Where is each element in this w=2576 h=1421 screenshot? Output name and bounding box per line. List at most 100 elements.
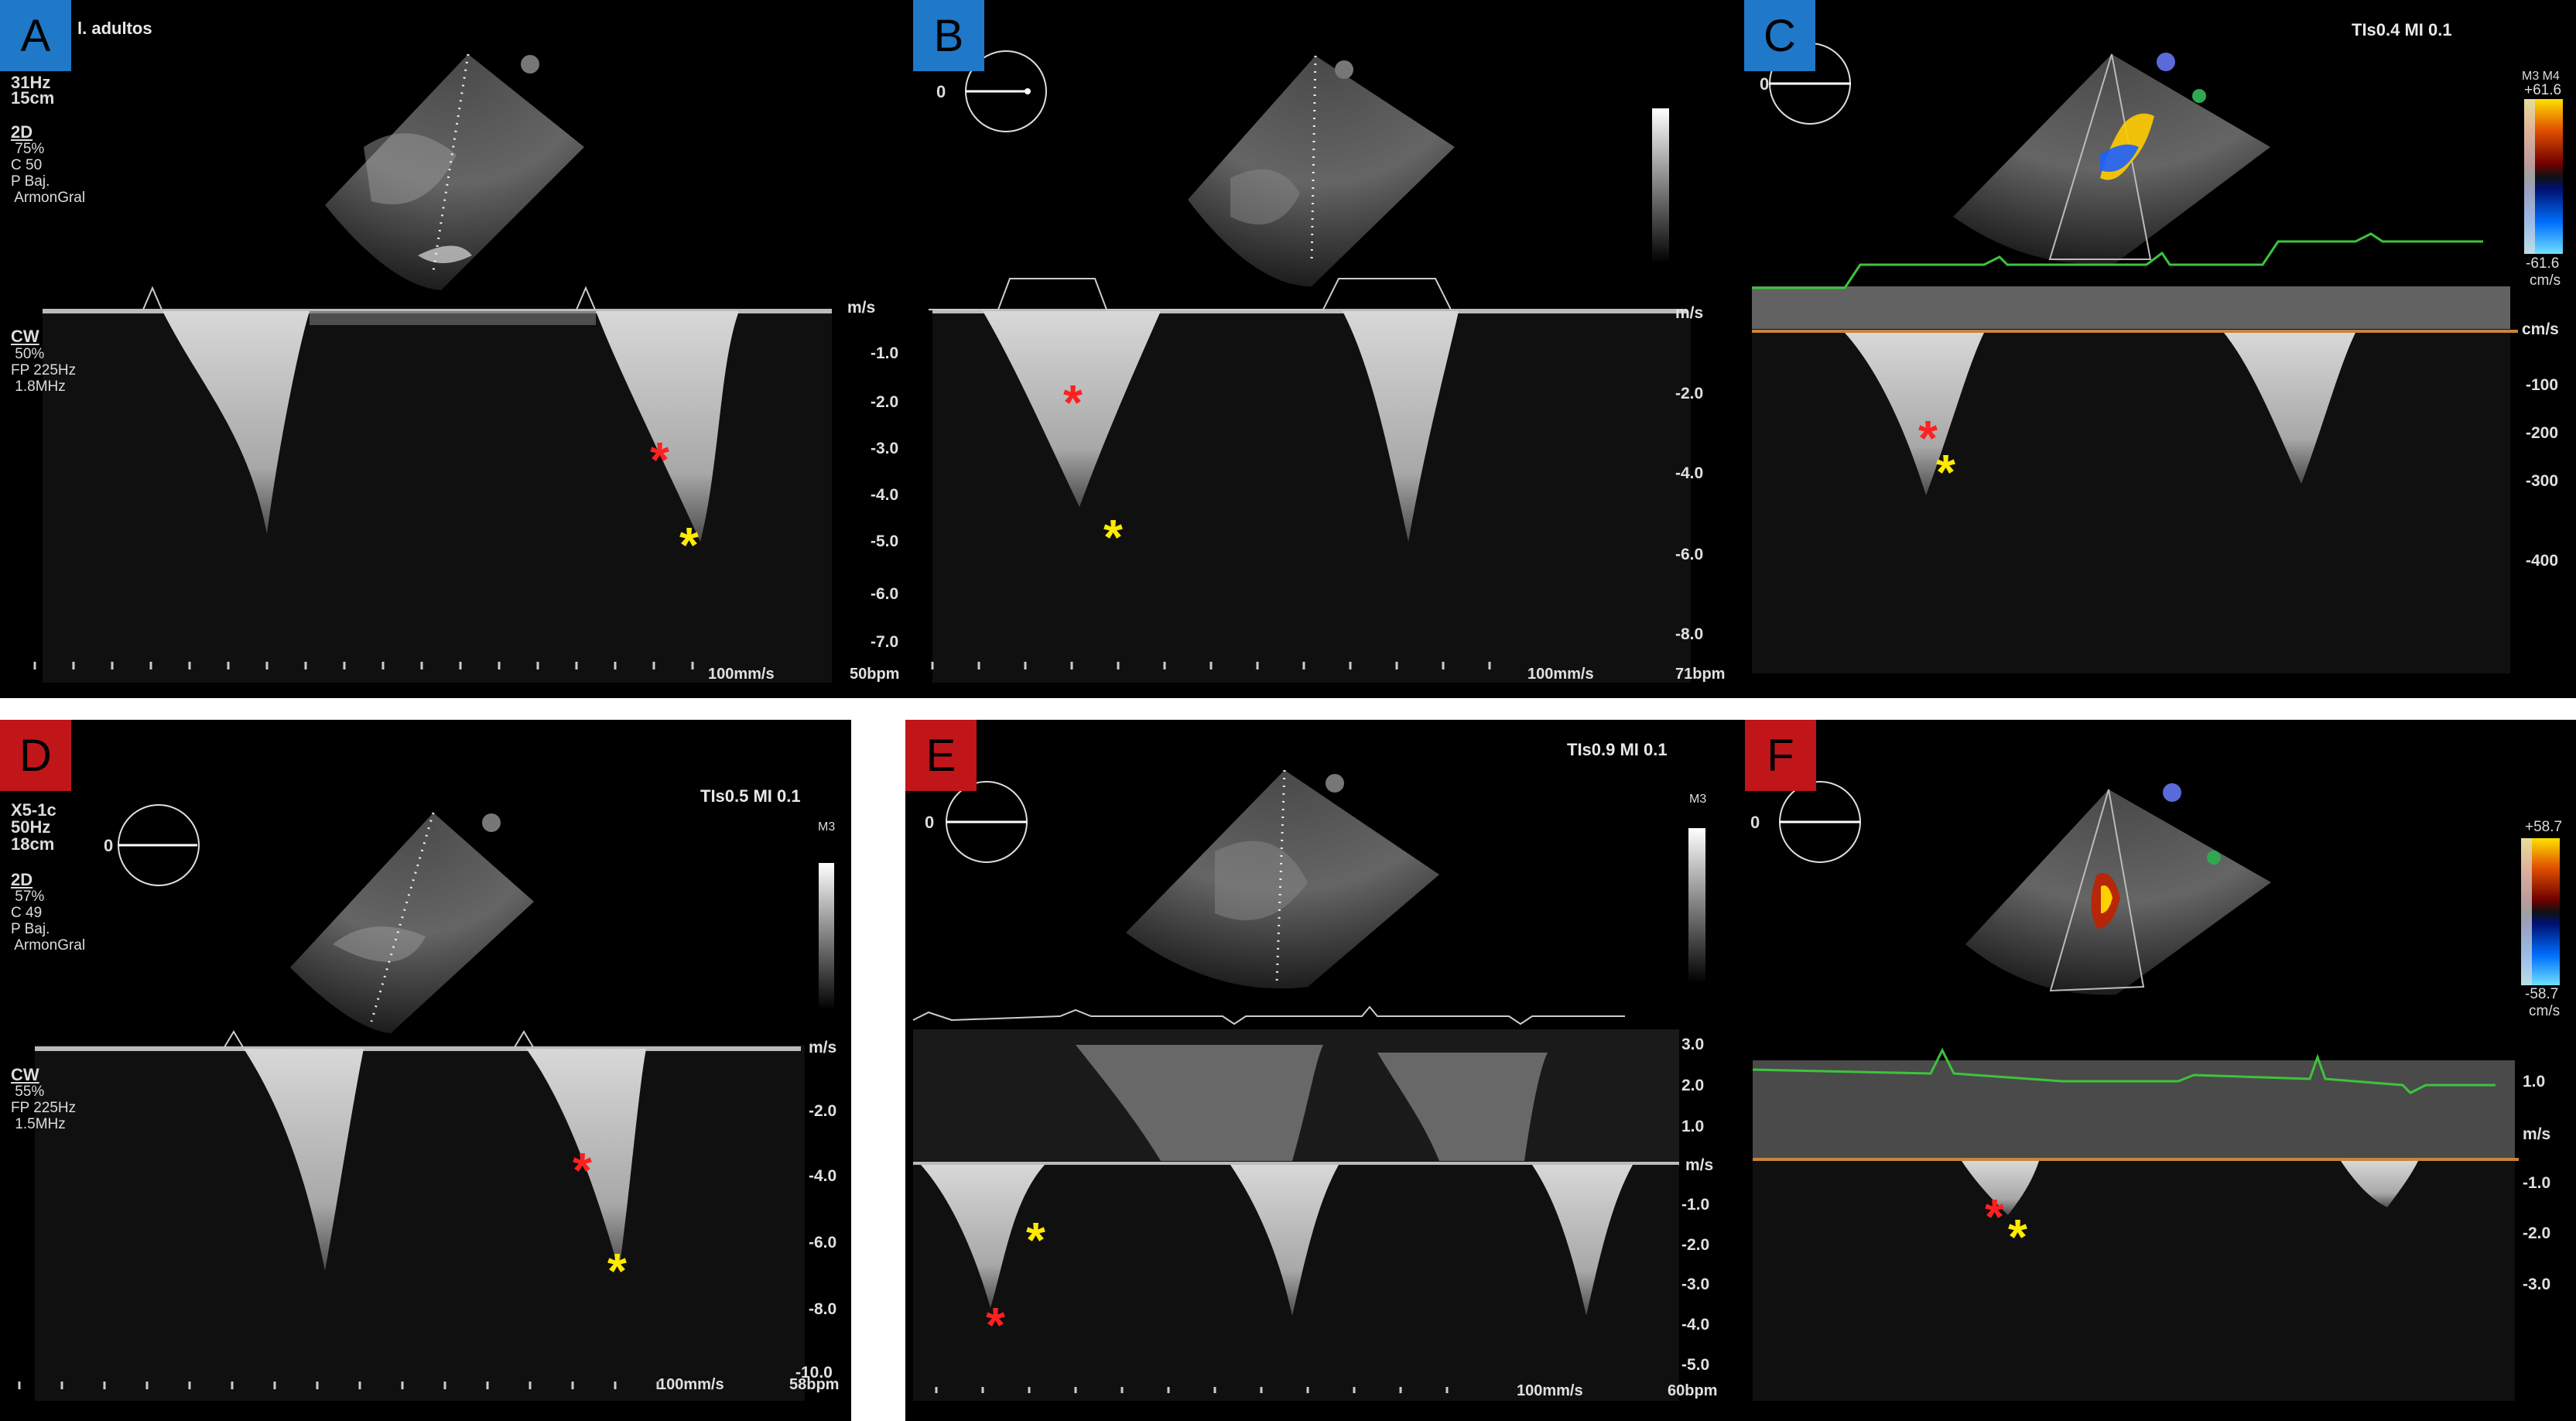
tis-mi-c: TIs0.4 MI 0.1 bbox=[2352, 20, 2452, 39]
settings-line-4: 75% bbox=[11, 141, 45, 157]
panel-c: C TIs0.4 MI 0.1 0 M3 M4 +61.6 -61.6 cm/s bbox=[1744, 0, 2576, 698]
sweep-speed-d: 100mm/s bbox=[658, 1376, 724, 1393]
scale-e-4: -1.0 bbox=[1681, 1196, 1710, 1214]
sweep-speed-e: 100mm/s bbox=[1517, 1382, 1583, 1399]
red-asterisk-d: * bbox=[573, 1142, 592, 1198]
panel-e: E TIs0.9 MI 0.1 0 M3 3.0 2.0 1.0 m/s -1.… bbox=[905, 720, 1745, 1421]
yellow-asterisk-b: * bbox=[1103, 509, 1123, 565]
panel-label-a: A bbox=[0, 0, 71, 71]
settings-d-8: ArmonGral bbox=[11, 937, 86, 954]
panel-f-image bbox=[1752, 781, 2560, 1401]
scale-column-a: m/s -1.0 -2.0 -3.0 -4.0 -5.0 -6.0 -7.0 50bpm bbox=[832, 0, 913, 698]
panel-label-d: D bbox=[0, 720, 71, 791]
settings-d-2: 18cm bbox=[11, 834, 55, 854]
settings-line-0: 31Hz bbox=[11, 73, 51, 92]
red-asterisk-b: * bbox=[1063, 375, 1083, 430]
settings-d-7: P Baj. bbox=[11, 921, 50, 937]
scale-b-2: -4.0 bbox=[1675, 464, 1704, 482]
gray-label-d: M3 bbox=[818, 820, 836, 834]
scale-d-1: -2.0 bbox=[809, 1102, 837, 1120]
colorbar-max-c: +61.6 bbox=[2524, 82, 2562, 98]
heart-rate-a: 50bpm bbox=[850, 666, 900, 683]
panel-label-f: F bbox=[1745, 720, 1816, 791]
cw-label-d: CW bbox=[11, 1065, 39, 1084]
cw-fp: FP 225Hz bbox=[11, 362, 77, 378]
scale-e-0: 3.0 bbox=[1681, 1036, 1705, 1053]
panel-a: A l. adultos 31Hz 15cm 2D 75% C 50 P Baj… bbox=[0, 0, 832, 698]
panel-b: B 0 m/s -2.0 -4.0 -6.0 -8.0 100mm/s 71bp… bbox=[913, 0, 1744, 698]
scale-e-1: 2.0 bbox=[1681, 1077, 1705, 1094]
angle-indicator-b: 0 bbox=[936, 82, 946, 101]
settings-line-3: 2D bbox=[11, 122, 33, 142]
settings-d-6: C 49 bbox=[11, 905, 43, 921]
cw-fp-d: FP 225Hz bbox=[11, 1100, 77, 1116]
red-asterisk-e: * bbox=[986, 1297, 1005, 1353]
settings-d-1: 50Hz bbox=[11, 817, 51, 837]
scale-f-2: -1.0 bbox=[2523, 1174, 2551, 1192]
scale-e-3: m/s bbox=[1685, 1156, 1714, 1174]
red-asterisk-a: * bbox=[650, 432, 669, 488]
scale-e-8: -5.0 bbox=[1681, 1356, 1710, 1374]
panel-label-c: C bbox=[1744, 0, 1815, 71]
panel-e-image bbox=[912, 769, 1705, 1401]
scale-e-6: -3.0 bbox=[1681, 1275, 1710, 1293]
scale-d-3: -6.0 bbox=[809, 1234, 837, 1252]
panel-f: F 0 +58.7 -58.7 cm/s 1.0 m/s -1.0 -2.0 bbox=[1745, 720, 2576, 1421]
scale-d-4: -8.0 bbox=[809, 1300, 837, 1318]
heart-rate-b: 71bpm bbox=[1675, 666, 1726, 683]
panel-label-e: E bbox=[905, 720, 977, 791]
scale-a-0: m/s bbox=[847, 299, 876, 317]
scale-f-3: -2.0 bbox=[2523, 1224, 2551, 1242]
scale-e-7: -4.0 bbox=[1681, 1316, 1710, 1334]
scale-f-0: 1.0 bbox=[2523, 1073, 2546, 1091]
scale-c-1: -100 bbox=[2526, 376, 2559, 394]
colorbar-min-c: -61.6 bbox=[2526, 255, 2560, 272]
panel-label-b: B bbox=[913, 0, 984, 71]
panel-a-image bbox=[33, 53, 832, 683]
settings-line-7: ArmonGral bbox=[11, 190, 86, 206]
panel-d-image bbox=[18, 804, 834, 1401]
red-asterisk-c: * bbox=[1918, 410, 1938, 466]
yellow-asterisk-d: * bbox=[607, 1243, 627, 1299]
angle-indicator-d: 0 bbox=[104, 836, 114, 855]
sweep-speed-a: 100mm/s bbox=[708, 666, 775, 683]
scale-b-3: -6.0 bbox=[1675, 546, 1704, 563]
tis-mi-e: TIs0.9 MI 0.1 bbox=[1567, 740, 1668, 759]
scale-e-5: -2.0 bbox=[1681, 1236, 1710, 1254]
scale-a-2: -2.0 bbox=[871, 393, 899, 411]
scale-a-6: -6.0 bbox=[871, 585, 899, 603]
red-asterisk-f: * bbox=[1985, 1189, 2004, 1245]
scale-b-0: m/s bbox=[1675, 304, 1704, 322]
heart-rate-d: 58bpm bbox=[789, 1376, 840, 1393]
scale-a-3: -3.0 bbox=[871, 440, 899, 457]
colorbar-title-c: M3 M4 bbox=[2522, 70, 2560, 83]
yellow-asterisk-e: * bbox=[1026, 1212, 1045, 1268]
scale-a-7: -7.0 bbox=[871, 633, 899, 651]
scale-d-0: m/s bbox=[809, 1039, 837, 1056]
angle-indicator-e: 0 bbox=[925, 813, 935, 832]
colorbar-unit-c: cm/s bbox=[2530, 272, 2561, 289]
gray-label-e: M3 bbox=[1689, 793, 1707, 806]
scale-a-1: -1.0 bbox=[871, 344, 899, 362]
yellow-asterisk-f: * bbox=[2008, 1209, 2027, 1265]
settings-d-4: 2D bbox=[11, 870, 33, 889]
cw-freq: 1.8MHz bbox=[11, 378, 66, 395]
cw-freq-d: 1.5MHz bbox=[11, 1116, 66, 1132]
cw-label: CW bbox=[11, 327, 39, 346]
angle-indicator-c: 0 bbox=[1760, 74, 1770, 94]
scale-c-3: -300 bbox=[2526, 472, 2559, 490]
panel-b-image bbox=[929, 50, 1691, 683]
scale-a-4: -4.0 bbox=[871, 486, 899, 504]
scale-b-4: -8.0 bbox=[1675, 625, 1704, 643]
colorbar-min-f: -58.7 bbox=[2525, 986, 2559, 1002]
scale-a-5: -5.0 bbox=[871, 532, 899, 550]
sweep-speed-b: 100mm/s bbox=[1527, 666, 1594, 683]
settings-line-1: 15cm bbox=[11, 88, 55, 108]
cw-gain-d: 55% bbox=[11, 1084, 45, 1100]
scale-c-0: cm/s bbox=[2522, 320, 2559, 338]
scale-d-5: -10.0 bbox=[795, 1364, 833, 1382]
scale-c-4: -400 bbox=[2526, 552, 2559, 570]
scale-f-1: m/s bbox=[2523, 1125, 2551, 1143]
scale-f-4: -3.0 bbox=[2523, 1275, 2551, 1293]
colorbar-unit-f: cm/s bbox=[2529, 1003, 2561, 1019]
